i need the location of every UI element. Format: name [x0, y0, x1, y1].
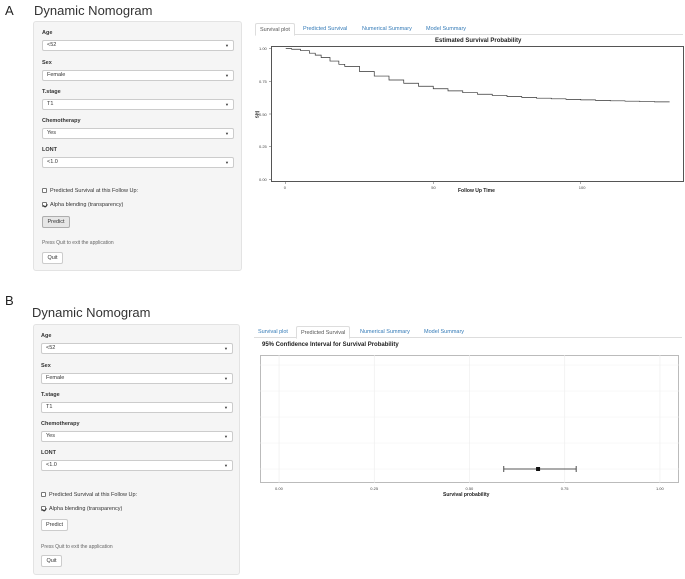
chemotherapy-value: Yes: [46, 433, 55, 439]
lont-select[interactable]: <1.0 ▼: [42, 157, 234, 168]
chart-a-title: Estimated Survival Probability: [435, 38, 522, 44]
chart-a-plot: [269, 48, 670, 184]
alpha-checkbox[interactable]: [42, 202, 47, 207]
y-tick-label: 0.25: [259, 144, 267, 150]
sidebar-panel: Age <52 ▼ Sex Female ▼ T.stage T1 ▼ Chemoth…: [33, 324, 240, 575]
x-tick-label: 0.50: [465, 486, 474, 491]
point-estimate-marker: [536, 467, 541, 471]
chemotherapy-label: Chemotherapy: [41, 421, 80, 427]
sex-label: Sex: [42, 60, 52, 66]
lont-label: LONT: [42, 147, 57, 153]
tab-numerical-summary[interactable]: Numerical Summary: [360, 329, 410, 335]
age-select[interactable]: <52 ▼: [42, 40, 234, 51]
tab-bar: Survival plot Predicted Survival Numeric…: [254, 326, 682, 339]
lont-value: <1.0: [47, 159, 58, 165]
age-label: Age: [42, 30, 53, 36]
quit-button[interactable]: Quit: [42, 252, 63, 264]
tstage-value: T1: [46, 404, 53, 410]
chemotherapy-label: Chemotherapy: [42, 118, 81, 124]
predict-button[interactable]: Predict: [42, 216, 70, 228]
lont-select[interactable]: <1.0 ▼: [41, 460, 233, 471]
survival-curve-line: [285, 48, 670, 103]
sidebar-panel: Age <52 ▼ Sex Female ▼ T.stage T1 ▼ Chemoth…: [33, 21, 242, 271]
follow-up-checkbox[interactable]: [42, 188, 47, 193]
chart-a-frame: [271, 46, 684, 182]
chemotherapy-value: Yes: [47, 130, 56, 136]
x-tick-label: 0.75: [560, 486, 569, 491]
x-tick-label: 0: [283, 185, 286, 190]
x-tick-label: 0.25: [370, 486, 379, 491]
follow-up-checkbox-label: Predicted Survival at this Follow Up:: [49, 492, 138, 498]
age-label: Age: [41, 333, 52, 339]
caret-down-icon: ▼: [225, 43, 229, 48]
age-select[interactable]: <52 ▼: [41, 343, 233, 354]
tab-numerical-summary[interactable]: Numerical Summary: [362, 26, 412, 32]
y-tick-label: 1.00: [259, 46, 267, 52]
caret-down-icon: ▼: [224, 434, 228, 439]
caret-down-icon: ▼: [225, 131, 229, 136]
chart-b-title: 95% Confidence Interval for Survival Pro…: [262, 342, 399, 348]
y-tick-label: 0.00: [259, 176, 267, 182]
caret-down-icon: ▼: [225, 102, 229, 107]
sex-label: Sex: [41, 363, 51, 369]
chart-b-xlabel: Survival probability: [443, 492, 490, 498]
sex-value: Female: [46, 375, 65, 381]
tab-predicted-survival[interactable]: Predicted Survival: [296, 326, 351, 339]
tstage-label: T.stage: [42, 89, 61, 95]
caret-down-icon: ▼: [224, 405, 228, 410]
tab-bar: Survival plot Predicted Survival Numeric…: [255, 23, 683, 36]
x-tick-label: 0.00: [275, 486, 283, 491]
tstage-label: T.stage: [41, 392, 60, 398]
caret-down-icon: ▼: [224, 376, 228, 381]
app-title: Dynamic Nomogram: [34, 3, 153, 18]
age-value: <52: [47, 42, 57, 48]
follow-up-checkbox-label: Predicted Survival at this Follow Up:: [50, 188, 139, 194]
tab-predicted-survival[interactable]: Predicted Survival: [303, 26, 348, 32]
panel-letter: A: [5, 3, 14, 18]
caret-down-icon: ▼: [225, 73, 229, 78]
lont-value: <1.0: [46, 462, 57, 468]
sex-select[interactable]: Female ▼: [41, 373, 233, 384]
tab-survival-plot[interactable]: Survival plot: [258, 329, 288, 335]
predict-button[interactable]: Predict: [41, 519, 68, 531]
alpha-checkbox[interactable]: [41, 506, 46, 511]
y-tick-label: 0.75: [259, 78, 267, 84]
chart-b-plot: [260, 355, 679, 483]
tab-model-summary[interactable]: Model Summary: [424, 329, 465, 335]
quit-hint: Press Quit to exit the application: [42, 240, 114, 246]
alpha-checkbox-label: Alpha blending (transparency): [50, 202, 124, 208]
sex-value: Female: [47, 72, 66, 78]
age-value: <52: [46, 345, 56, 351]
quit-hint: Press Quit to exit the application: [41, 544, 113, 550]
caret-down-icon: ▼: [225, 160, 229, 165]
quit-button[interactable]: Quit: [41, 555, 62, 567]
caret-down-icon: ▼: [224, 346, 228, 351]
panel-letter: B: [5, 293, 14, 308]
chemotherapy-select[interactable]: Yes ▼: [42, 128, 234, 139]
x-tick-label: 1.00: [655, 486, 664, 491]
tab-model-summary[interactable]: Model Summary: [426, 26, 467, 32]
alpha-checkbox-label: Alpha blending (transparency): [49, 506, 123, 512]
follow-up-checkbox[interactable]: [41, 492, 46, 497]
chemotherapy-select[interactable]: Yes ▼: [41, 431, 233, 442]
app-title: Dynamic Nomogram: [32, 305, 151, 320]
y-tick-label: 0.50: [259, 111, 267, 117]
tab-survival-plot[interactable]: Survival plot: [255, 23, 295, 36]
lont-label: LONT: [41, 450, 56, 456]
tstage-select[interactable]: T1 ▼: [42, 99, 234, 110]
chart-a-xlabel: Follow Up Time: [458, 188, 495, 194]
x-tick-label: 100: [578, 185, 586, 190]
tstage-value: T1: [47, 101, 54, 107]
sex-select[interactable]: Female ▼: [42, 70, 234, 81]
tstage-select[interactable]: T1 ▼: [41, 402, 233, 413]
x-tick-label: 50: [431, 185, 436, 190]
caret-down-icon: ▼: [224, 463, 228, 468]
